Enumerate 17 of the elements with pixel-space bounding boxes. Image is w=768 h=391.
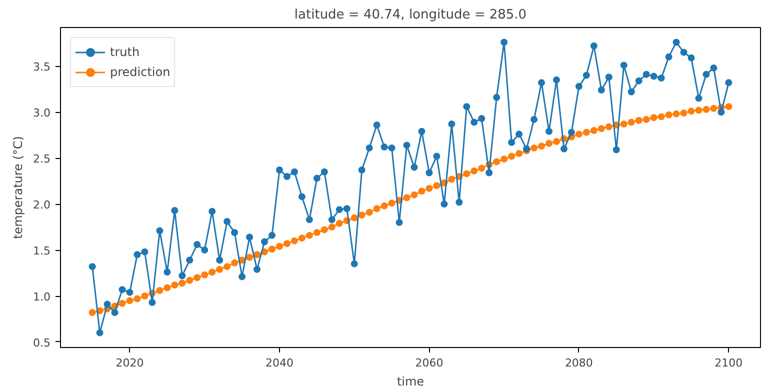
y-tick-label: 2.5 xyxy=(33,152,51,166)
x-tick-label: 2040 xyxy=(265,356,294,370)
y-tick-label: 1.0 xyxy=(33,290,51,304)
legend-label: truth xyxy=(110,45,140,59)
y-tick-label: 3.0 xyxy=(33,106,51,120)
y-tick-label: 3.5 xyxy=(33,60,51,74)
x-tick-label: 2100 xyxy=(714,356,743,370)
y-tick-label: 2.0 xyxy=(33,198,51,212)
x-tick-label: 2060 xyxy=(415,356,444,370)
x-tick-label: 2020 xyxy=(116,356,144,370)
y-tick-label: 1.5 xyxy=(33,244,51,258)
y-axis-title: temperature (°C) xyxy=(11,136,26,239)
y-tick-label: 0.5 xyxy=(33,336,51,350)
legend-label: prediction xyxy=(110,65,170,79)
x-axis-title: time xyxy=(396,374,424,388)
chart-title: latitude = 40.74, longitude = 285.0 xyxy=(294,8,527,22)
x-tick-label: 2080 xyxy=(564,356,593,370)
